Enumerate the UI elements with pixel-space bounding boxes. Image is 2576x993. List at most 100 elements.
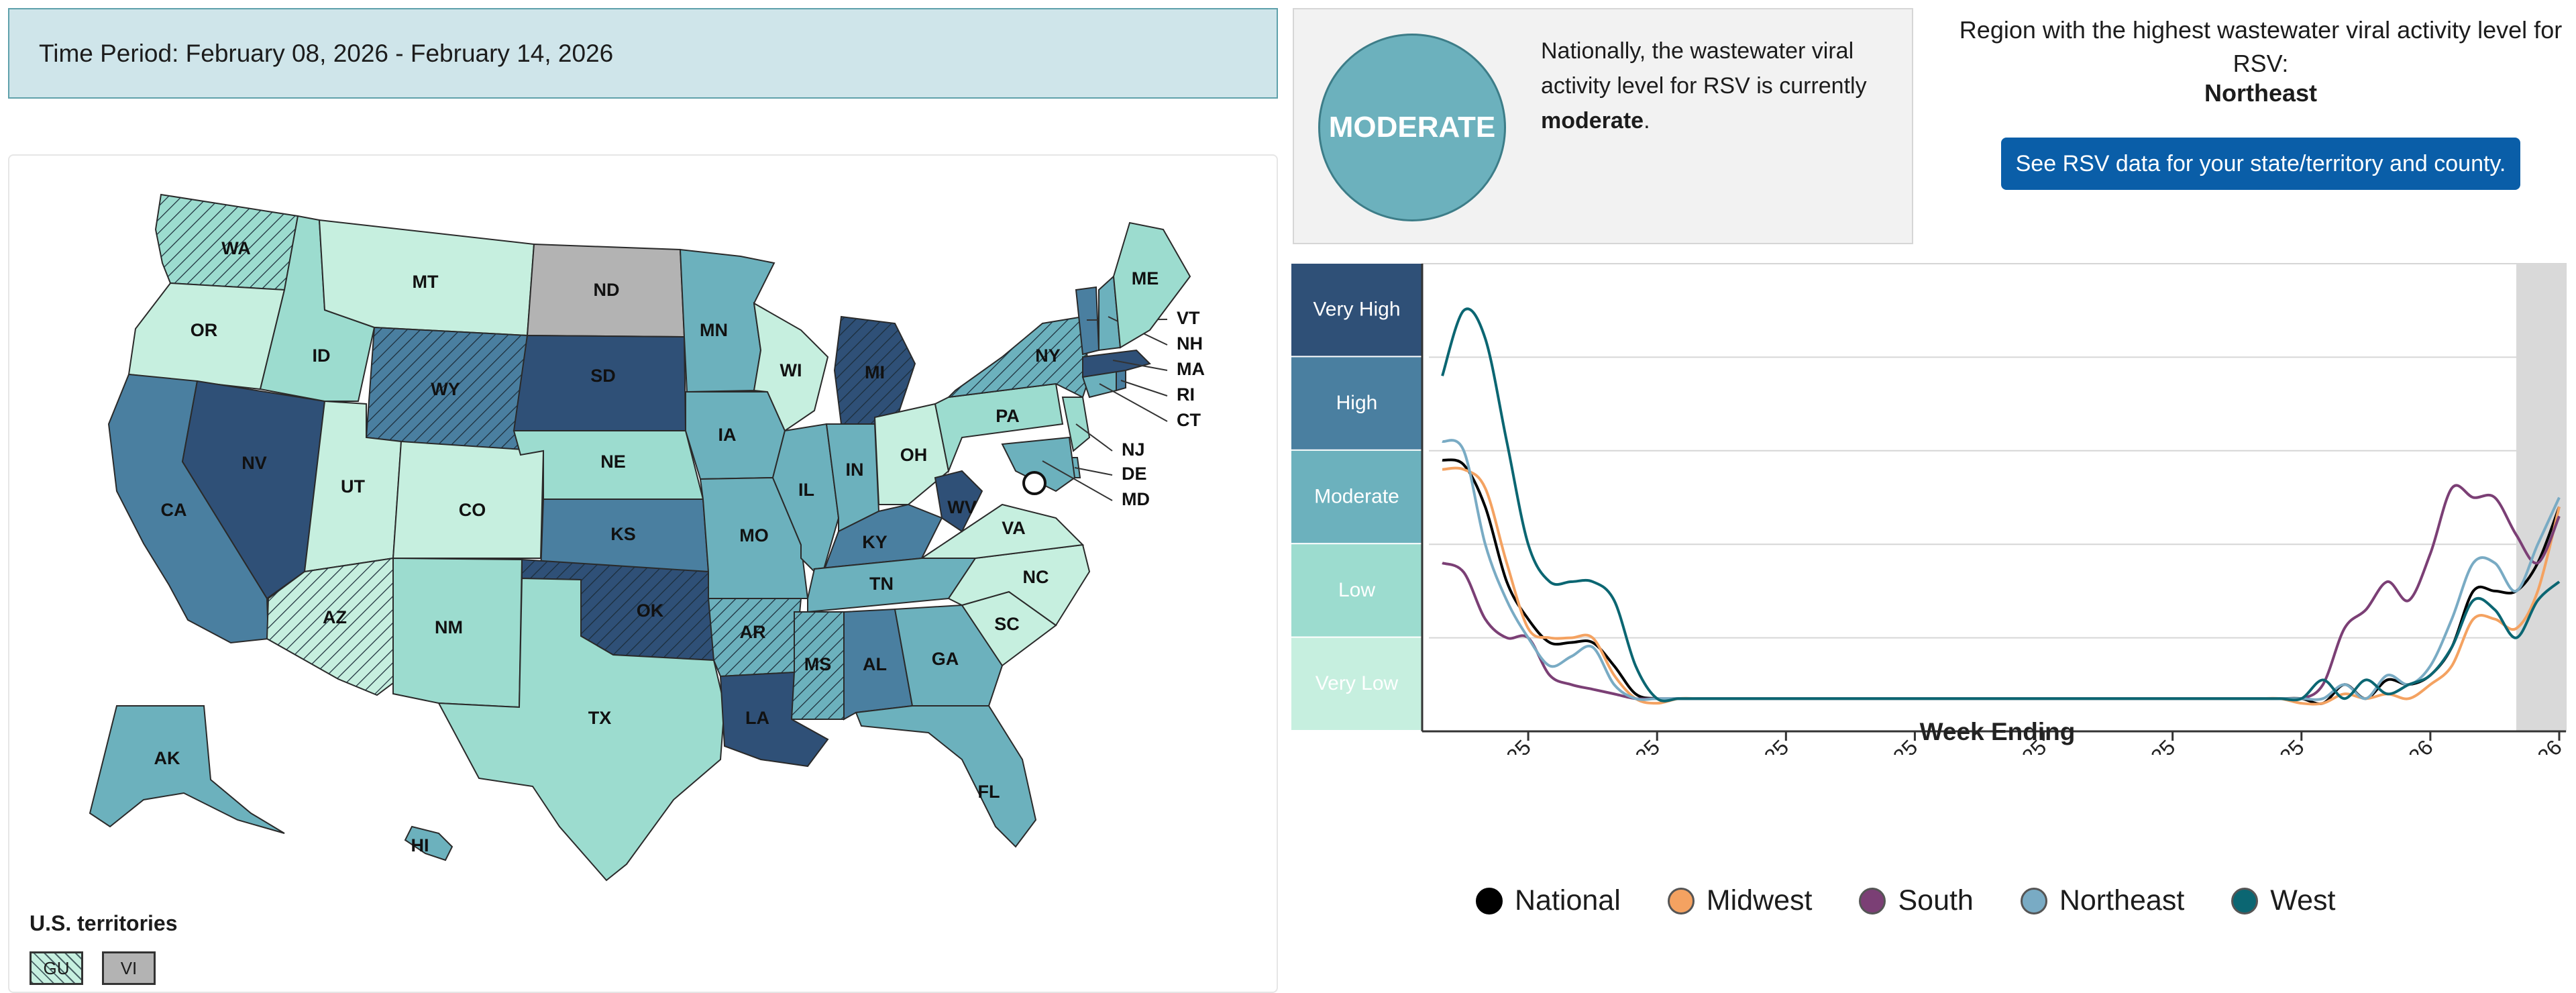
territory-gu[interactable]: GU: [30, 951, 83, 985]
band-very-high: [1291, 264, 1422, 356]
state-label-id: ID: [313, 346, 331, 366]
see-state-data-button[interactable]: See RSV data for your state/territory an…: [2001, 138, 2520, 190]
level-badge: MODERATE: [1318, 34, 1506, 221]
state-il[interactable]: IL: [771, 423, 840, 580]
state-fl[interactable]: FL: [855, 705, 1037, 848]
state-shape-fl[interactable]: [855, 705, 1037, 848]
state-label-ks: KS: [610, 524, 636, 544]
state-label-ga: GA: [932, 649, 959, 669]
state-md[interactable]: MD: [1001, 436, 1150, 509]
map-panel: WA OR CA NV ID MT WY UT CO AZ NM ND SD NE KS OK TX MN IA MO…: [8, 154, 1278, 993]
state-ut[interactable]: UT: [303, 400, 402, 573]
state-wi[interactable]: WI: [753, 302, 829, 432]
state-ms[interactable]: MS: [790, 611, 845, 720]
state-ny[interactable]: NY: [947, 315, 1091, 399]
state-shape-ma[interactable]: [1082, 349, 1151, 378]
state-shape-wv[interactable]: [934, 470, 983, 533]
state-label-la: LA: [745, 708, 769, 728]
territory-vi-label: VI: [120, 957, 138, 978]
state-mt[interactable]: MT: [318, 219, 535, 337]
legend-item-midwest[interactable]: Midwest: [1667, 884, 1812, 917]
state-id[interactable]: ID: [259, 215, 376, 402]
band-label-low: Low: [1338, 579, 1375, 601]
legend-label-south: South: [1898, 884, 1974, 917]
chart-legend: National Midwest South Northeast West: [1476, 884, 2335, 917]
level-badge-text: MODERATE: [1328, 111, 1496, 144]
band-label-very-high: Very High: [1313, 299, 1400, 321]
state-ak[interactable]: AK: [89, 705, 285, 834]
state-me[interactable]: ME: [1112, 221, 1191, 349]
state-label-wy: WY: [431, 379, 460, 399]
legend-dot-northeast: [2020, 887, 2047, 914]
state-nm[interactable]: NM: [392, 557, 523, 709]
band-label-moderate: Moderate: [1314, 485, 1399, 507]
state-shape-tx[interactable]: [437, 577, 726, 882]
state-label-nj: NJ: [1122, 439, 1145, 460]
state-label-il: IL: [798, 480, 814, 500]
state-shape-ak[interactable]: [89, 705, 285, 834]
state-la[interactable]: LA: [719, 671, 829, 768]
callout-line-md: [1042, 460, 1113, 501]
plot-frame: [1421, 263, 2567, 732]
state-or[interactable]: OR: [127, 282, 286, 390]
state-label-ca: CA: [161, 500, 187, 520]
state-shape-me[interactable]: [1112, 221, 1191, 349]
territory-vi[interactable]: VI: [102, 951, 156, 985]
band-label-high: High: [1336, 392, 1378, 414]
x-tick-label: 06/07/25: [1717, 735, 1794, 755]
state-ma[interactable]: MA: [1082, 349, 1205, 379]
series-line-midwest[interactable]: [1442, 466, 2561, 706]
x-tick-label: 11/22/25: [2234, 735, 2309, 755]
series-line-west[interactable]: [1441, 307, 2561, 702]
x-tick-label: 07/19/25: [1846, 735, 1923, 755]
legend-item-south[interactable]: South: [1859, 884, 1974, 917]
dc-marker[interactable]: [1022, 471, 1046, 495]
state-shape-md[interactable]: [1001, 436, 1076, 492]
state-wa[interactable]: WA: [154, 193, 299, 291]
state-sd[interactable]: SD: [513, 334, 687, 431]
state-label-mn: MN: [700, 320, 728, 340]
state-shape-hi[interactable]: [404, 825, 453, 861]
state-nd[interactable]: ND: [526, 243, 686, 338]
state-label-vt: VT: [1177, 308, 1200, 328]
band-low: [1291, 544, 1422, 637]
state-label-oh: OH: [900, 445, 928, 465]
state-wy[interactable]: WY: [365, 326, 529, 456]
state-hatch-mi: [835, 317, 915, 424]
state-tx[interactable]: TX: [437, 577, 726, 882]
state-label-ma: MA: [1177, 359, 1205, 379]
state-vt[interactable]: VT: [1075, 286, 1200, 356]
legend-item-national[interactable]: National: [1476, 884, 1621, 917]
state-label-tn: TN: [869, 574, 894, 594]
state-label-ia: IA: [718, 425, 737, 445]
state-oh[interactable]: OH: [873, 403, 950, 505]
state-label-nd: ND: [594, 280, 620, 300]
state-label-al: AL: [863, 654, 887, 674]
state-hi[interactable]: HI: [404, 825, 453, 861]
state-label-wa: WA: [221, 238, 251, 258]
state-va[interactable]: VA: [919, 503, 1085, 559]
state-ar[interactable]: AR: [707, 598, 802, 678]
time-period-banner: Time Period: February 08, 2026 - Februar…: [8, 8, 1278, 99]
state-ga[interactable]: GA: [894, 604, 1004, 707]
callout-line-nj: [1075, 423, 1113, 452]
state-ca[interactable]: CA: [107, 373, 270, 644]
legend-item-northeast[interactable]: Northeast: [2020, 884, 2184, 917]
state-ia[interactable]: IA: [685, 391, 786, 480]
state-label-ct: CT: [1177, 410, 1201, 430]
state-mi[interactable]: MI: [833, 315, 916, 425]
state-shape-oh[interactable]: [873, 403, 950, 505]
state-ks[interactable]: KS: [539, 499, 710, 572]
state-mn[interactable]: MN: [679, 248, 775, 393]
band-high: [1291, 357, 1422, 450]
region-title: Region with the highest wastewater viral…: [1959, 16, 2563, 77]
national-level-description: Nationally, the wastewater viral activit…: [1541, 34, 1890, 138]
state-co[interactable]: CO: [392, 440, 545, 559]
state-wv[interactable]: WV: [934, 470, 983, 533]
state-nj[interactable]: NJ: [1061, 397, 1145, 460]
legend-item-west[interactable]: West: [2231, 884, 2335, 917]
x-tick-label: 10/11/25: [2105, 735, 2180, 755]
state-de[interactable]: DE: [1068, 457, 1147, 484]
territory-gu-label: GU: [43, 957, 70, 978]
state-shape-ga[interactable]: [894, 604, 1004, 707]
